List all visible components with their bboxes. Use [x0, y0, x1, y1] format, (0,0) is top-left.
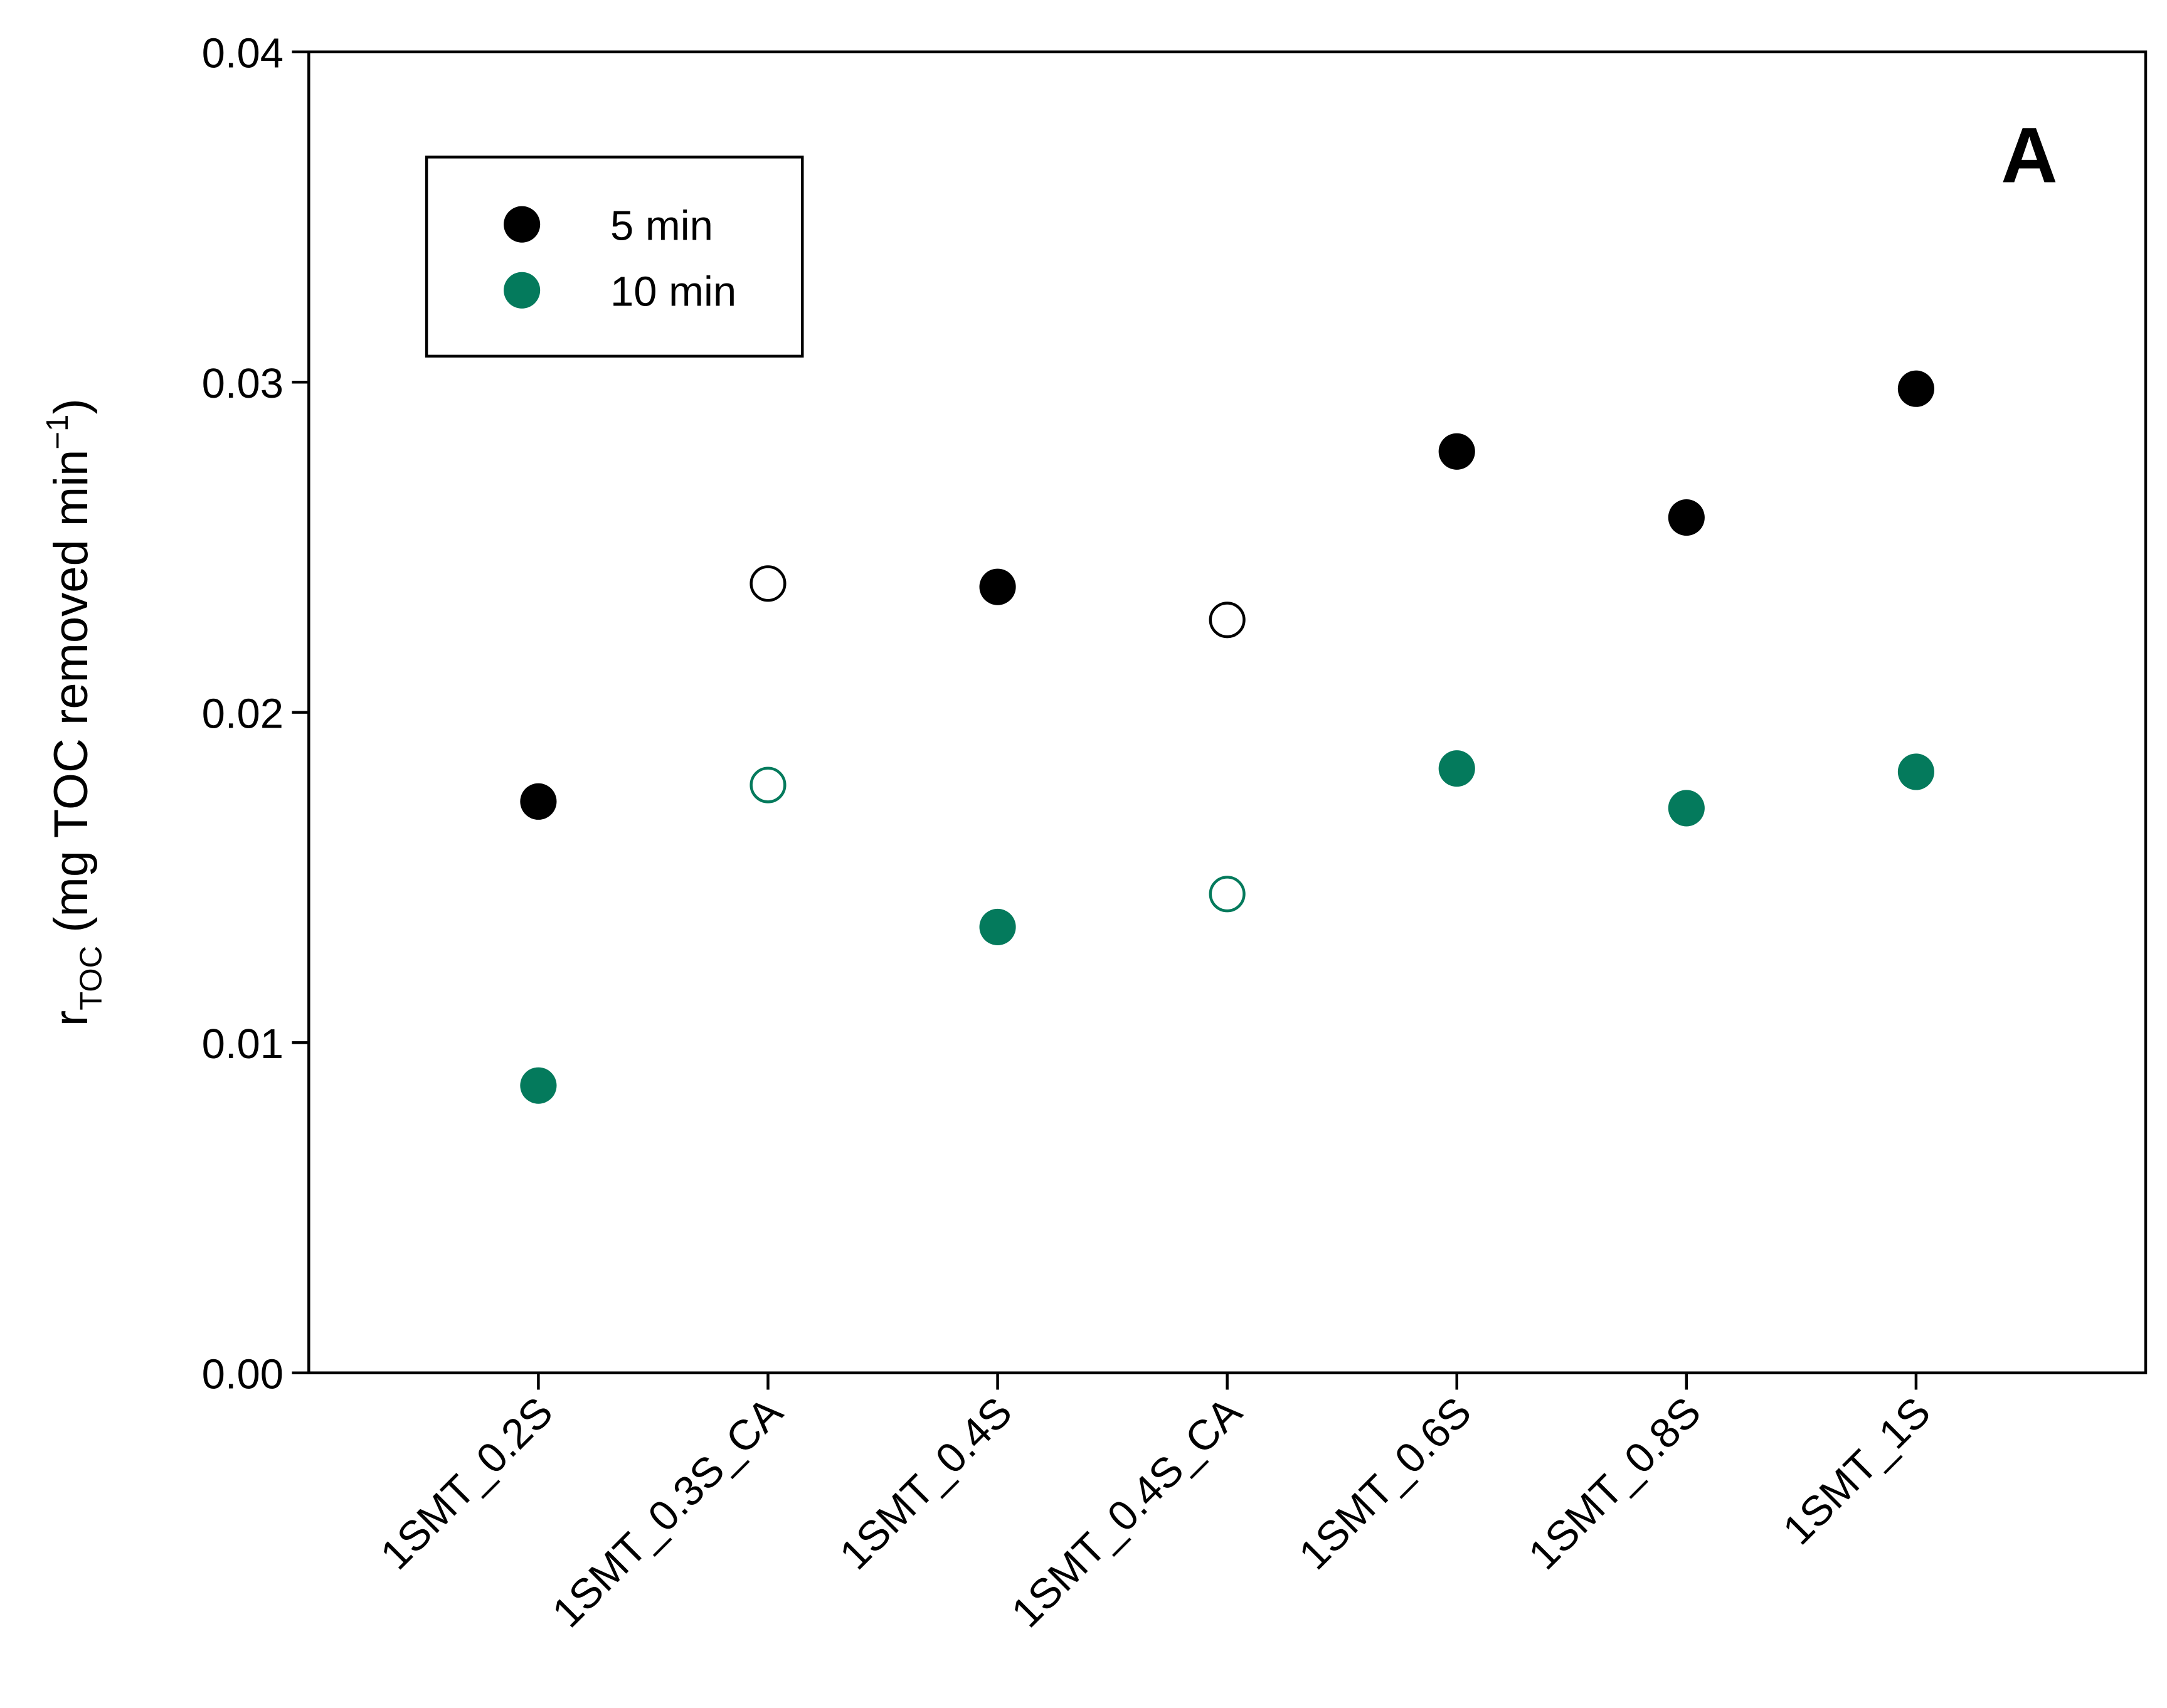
point	[1438, 750, 1475, 787]
y-tick-label: 0.01	[202, 1021, 283, 1068]
y-label-text: (mg TOC removed min	[45, 450, 98, 946]
x-tick-label: 1SMT_0.3S_CA	[543, 1388, 792, 1636]
panel-label: A	[2001, 112, 2057, 199]
x-tick-label: 1SMT_0.4S_CA	[1002, 1388, 1251, 1636]
point	[979, 568, 1016, 605]
y-tick-label: 0.03	[202, 360, 283, 407]
legend-marker	[504, 206, 541, 243]
legend-label: 10 min	[610, 268, 736, 315]
legend-box	[425, 156, 804, 358]
y-label-sub: TOC	[73, 946, 108, 1010]
x-tick-label: 1SMT_0.6S	[1290, 1388, 1480, 1578]
point	[750, 565, 787, 602]
point	[750, 766, 787, 804]
point	[1209, 602, 1246, 639]
x-tick-label: 1SMT_0.4S	[831, 1388, 1021, 1578]
point	[520, 783, 557, 820]
plot-frame	[307, 50, 2148, 1374]
point	[1438, 433, 1475, 470]
y-label-sup: −1	[40, 415, 75, 450]
point	[1668, 790, 1705, 827]
point	[979, 908, 1016, 945]
point	[520, 1067, 557, 1104]
x-tick-label: 1SMT_0.8S	[1520, 1388, 1710, 1578]
y-tick-label: 0.04	[202, 29, 283, 77]
x-tick-label: 1SMT_0.2S	[371, 1388, 561, 1578]
y-label-main: r	[45, 1010, 98, 1026]
y-label-end: )	[45, 398, 98, 414]
x-tick-label: 1SMT_1S	[1774, 1388, 1940, 1554]
legend-marker	[504, 272, 541, 309]
point	[1897, 370, 1934, 407]
point	[1209, 876, 1246, 913]
point	[1897, 753, 1934, 790]
legend-label: 5 min	[610, 202, 713, 249]
y-tick-label: 0.00	[202, 1350, 283, 1398]
point	[1668, 499, 1705, 536]
y-axis-label: rTOC (mg TOC removed min−1)	[40, 398, 109, 1026]
y-tick-label: 0.02	[202, 690, 283, 737]
